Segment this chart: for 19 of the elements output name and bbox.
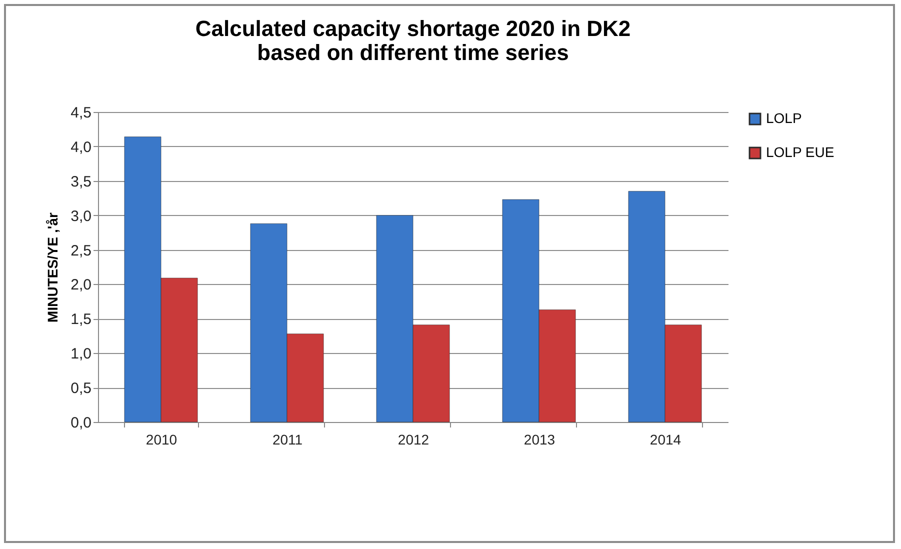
y-tick-label: 3,0 <box>70 208 92 225</box>
legend-label: LOLP EUE <box>766 144 834 160</box>
x-tick-label: 2012 <box>398 432 430 448</box>
x-tick-label: 2011 <box>272 432 303 448</box>
x-tick-label: 2014 <box>650 432 682 448</box>
y-tick-label: 4,5 <box>70 104 92 122</box>
x-tick-label: 2010 <box>146 432 178 448</box>
legend-label: LOLP <box>766 110 802 126</box>
y-tick-label: 1,0 <box>70 346 92 363</box>
y-tick-label: 2,5 <box>70 242 92 260</box>
y-tick-label: 3,5 <box>70 173 92 190</box>
y-tick-label: 1,5 <box>70 311 92 328</box>
x-tick-label: 2013 <box>524 432 556 448</box>
y-tick-label: 2,0 <box>70 276 92 294</box>
y-axis-title: MINUTES/YE ,'år <box>44 212 61 322</box>
y-tick-label: 4,0 <box>70 138 92 156</box>
y-tick-label: 0,5 <box>70 380 92 398</box>
chart-title: Calculated capacity shortage 2020 in DK2 based on different time series <box>195 16 631 65</box>
y-tick-label: 0,0 <box>70 414 92 432</box>
